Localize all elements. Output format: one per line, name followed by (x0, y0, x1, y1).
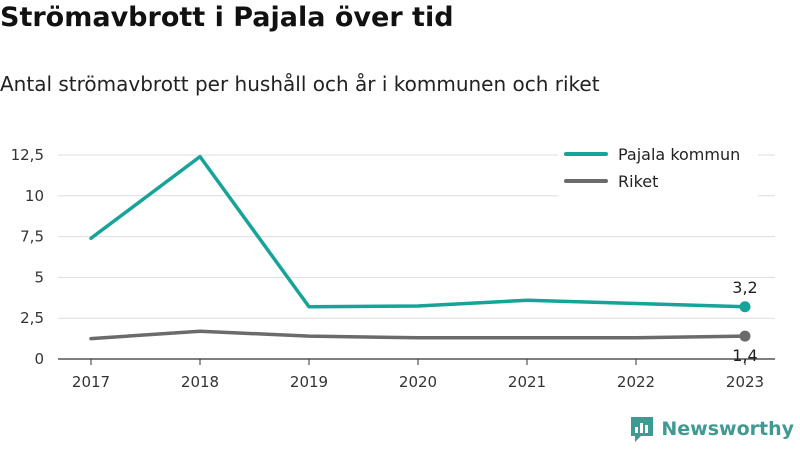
y-tick-label: 2,5 (20, 309, 44, 327)
legend-label: Pajala kommun (618, 145, 740, 164)
y-axis-ticks: 0 2,5 5 7,5 10 12,5 (11, 146, 44, 368)
x-tick-label: 2019 (290, 373, 328, 391)
chart-title: Strömavbrott i Pajala över tid (0, 2, 454, 33)
x-tick-label: 2021 (508, 373, 546, 391)
x-tick-label: 2023 (726, 373, 764, 391)
x-axis-ticks: 2017 2018 2019 2020 2021 2022 2023 (72, 359, 764, 391)
end-value-label: 1,4 (732, 346, 757, 365)
brand-name: Newsworthy (661, 418, 794, 440)
chart-subtitle: Antal strömavbrott per hushåll och år i … (0, 72, 600, 96)
series-end-point (739, 301, 751, 313)
legend-background (558, 140, 758, 198)
legend-label: Riket (618, 172, 658, 191)
x-tick-label: 2017 (72, 373, 110, 391)
series-end-point (739, 330, 751, 342)
y-tick-label: 10 (25, 187, 44, 205)
y-tick-label: 0 (34, 350, 44, 368)
newsworthy-logo-icon (631, 417, 654, 442)
series-line (89, 329, 747, 341)
y-tick-label: 12,5 (11, 146, 44, 164)
brand-logo: Newsworthy (629, 414, 794, 444)
series-line (89, 154, 747, 309)
x-tick-label: 2018 (181, 373, 219, 391)
x-tick-label: 2020 (399, 373, 437, 391)
y-tick-label: 5 (34, 268, 44, 286)
y-tick-label: 7,5 (20, 228, 44, 246)
series-lines: 3,2 1,4 (89, 154, 758, 365)
x-tick-label: 2022 (617, 373, 655, 391)
end-value-label: 3,2 (732, 278, 757, 297)
legend: Pajala kommun Riket (558, 140, 758, 198)
